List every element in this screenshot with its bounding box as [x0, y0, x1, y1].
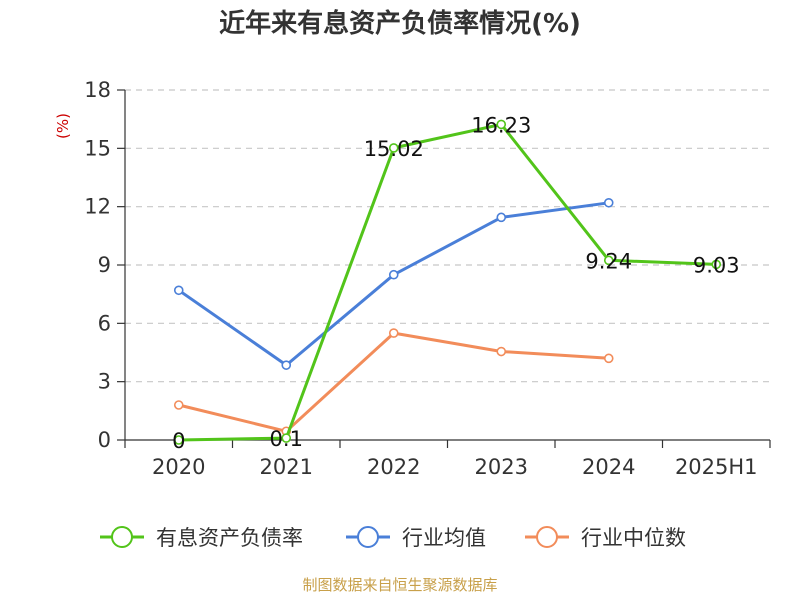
- data-point-有息资产负债率-2023: [496, 119, 507, 130]
- legend-label: 行业均值: [402, 526, 486, 550]
- data-point-行业均值-2023: [496, 212, 507, 223]
- data-label-2020: 0: [172, 429, 185, 453]
- y-tick-label-3: 3: [98, 370, 111, 394]
- data-point-行业中位数-2023: [496, 346, 507, 357]
- y-tick-label-6: 6: [98, 311, 111, 335]
- x-tick-label-2023: 2023: [475, 455, 528, 479]
- series-line-有息资产负债率: [178, 122, 717, 442]
- source-note: 制图数据来自恒生聚源数据库: [302, 576, 497, 594]
- data-point-有息资产负债率-2024: [603, 255, 614, 266]
- y-tick-label-9: 9: [98, 253, 111, 277]
- data-label-2024: 9.24: [585, 249, 632, 273]
- x-tick-label-2022: 2022: [367, 455, 420, 479]
- x-tick-label-2020: 2020: [152, 455, 205, 479]
- data-point-行业均值-2021: [281, 360, 292, 370]
- y-tick-label-12: 12: [84, 195, 111, 219]
- data-label-2023: 16.23: [471, 113, 531, 137]
- legend-label: 有息资产负债率: [156, 526, 303, 550]
- data-point-有息资产负债率-2022: [388, 143, 399, 153]
- data-point-有息资产负债率-2021: [281, 433, 292, 443]
- data-label-2021: 0.1: [270, 427, 303, 451]
- legend-marker: [111, 526, 133, 548]
- x-tick-label-2025H1: 2025H1: [675, 455, 758, 479]
- series-lines: [173, 119, 722, 445]
- axes: 0 3 6 9 12 15 18 2020 2021 2022 2023 2024 2025H1: [84, 78, 771, 479]
- gridlines: [125, 89, 770, 383]
- y-axis-label: (%): [54, 113, 72, 139]
- x-tick-label-2021: 2021: [260, 455, 313, 479]
- data-point-行业均值-2020: [173, 285, 184, 296]
- y-tick-label-15: 15: [84, 136, 111, 160]
- legend-item-有息资产负债率[interactable]: 有息资产负债率: [100, 526, 303, 550]
- legend-marker: [536, 526, 558, 548]
- data-point-行业中位数-2022: [388, 328, 399, 338]
- data-point-行业均值-2022: [388, 269, 399, 280]
- data-labels: 0 0.1 15.02 16.23 9.24 9.03: [172, 113, 740, 453]
- data-point-行业均值-2024: [603, 197, 614, 208]
- y-tick-label-0: 0: [98, 428, 111, 452]
- legend-marker: [357, 526, 379, 548]
- y-tick-label-18: 18: [84, 78, 111, 102]
- data-label-2025H1: 9.03: [693, 253, 740, 277]
- data-point-有息资产负债率-2020: [173, 435, 184, 445]
- series-line-行业均值: [177, 201, 610, 367]
- data-label-2022: 15.02: [364, 137, 424, 161]
- legend-label: 行业中位数: [581, 526, 686, 550]
- data-point-有息资产负债率-2025H1: [711, 259, 722, 270]
- data-point-行业中位数-2024: [603, 353, 614, 364]
- data-point-行业中位数-2020: [173, 400, 184, 410]
- x-tick-label-2024: 2024: [582, 455, 635, 479]
- legend-item-行业中位数[interactable]: 行业中位数: [525, 526, 686, 550]
- legend-item-行业均值[interactable]: 行业均值: [346, 526, 486, 550]
- legend[interactable]: 有息资产负债率 行业均值 行业中位数: [100, 526, 686, 550]
- chart-title: 近年来有息资产负债率情况(%): [219, 8, 581, 39]
